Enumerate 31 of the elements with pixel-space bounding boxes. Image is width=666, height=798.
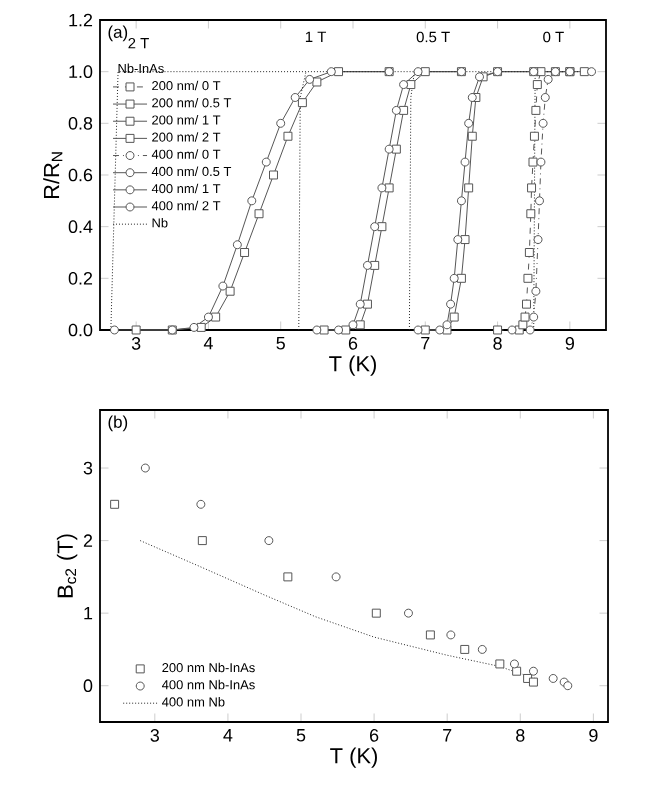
x-tick-label: 7 bbox=[421, 337, 430, 350]
x-tick-label: 6 bbox=[370, 729, 379, 742]
x-tick-label: 4 bbox=[223, 729, 233, 742]
y-tick-label: 0.0 bbox=[68, 323, 93, 337]
x-tick-label: 5 bbox=[276, 337, 285, 350]
y-tick-label: 0.4 bbox=[68, 220, 93, 234]
x-tick-label: 9 bbox=[565, 337, 574, 350]
x-tick-label: 3 bbox=[150, 729, 160, 742]
y-tick-label: 1 bbox=[84, 606, 93, 620]
x-axis-title: T (K) bbox=[330, 747, 377, 768]
x-tick-label: 4 bbox=[203, 337, 213, 350]
y-tick-label: 0.2 bbox=[68, 271, 93, 285]
y-tick-label: 1.0 bbox=[69, 65, 93, 79]
annotation: (a) bbox=[108, 25, 128, 42]
x-tick-label: 8 bbox=[516, 729, 525, 742]
x-axis-title: T (K) bbox=[329, 355, 376, 376]
y-axis-title: R/R$_{N}$ bbox=[43, 152, 63, 199]
y-tick-label: 0.6 bbox=[68, 168, 93, 182]
x-tick-label: 3 bbox=[131, 337, 141, 350]
x-tick-label: 6 bbox=[348, 337, 358, 350]
x-tick-label: 5 bbox=[296, 729, 306, 742]
y-tick-label: 3 bbox=[83, 461, 93, 475]
x-tick-label: 7 bbox=[443, 729, 452, 742]
y-axis-title: B$_{c2}$ (T) bbox=[56, 534, 78, 598]
y-tick-label: 0 bbox=[83, 679, 93, 693]
y-tick-label: 2 bbox=[83, 534, 93, 547]
x-tick-label: 9 bbox=[589, 729, 598, 742]
annotation: (b) bbox=[108, 415, 128, 432]
x-tick-label: 8 bbox=[493, 337, 502, 350]
y-tick-label: 0.8 bbox=[68, 116, 93, 130]
y-tick-label: 1.2 bbox=[69, 13, 93, 27]
